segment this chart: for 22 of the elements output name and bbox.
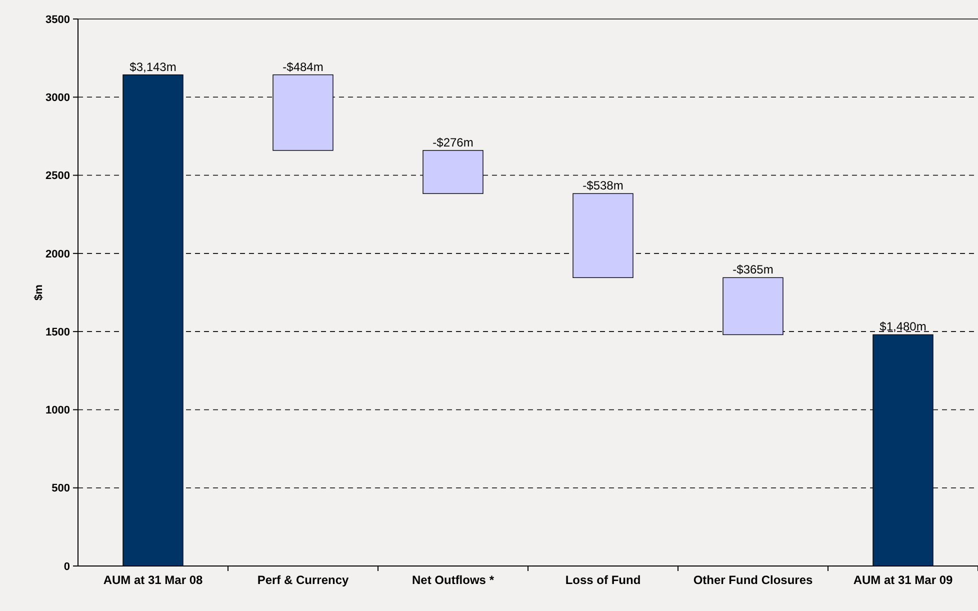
y-tick-label: 500	[52, 482, 70, 495]
y-tick-label: 1000	[46, 404, 70, 417]
data-label: -$276m	[432, 135, 474, 150]
x-tick-label: Perf & Currency	[257, 573, 350, 587]
y-tick-label: 2500	[46, 170, 70, 182]
y-axis-title: $m	[33, 284, 45, 300]
y-tick-label: 0	[64, 560, 70, 573]
y-tick-label: 3500	[46, 14, 70, 26]
data-label: -$484m	[282, 60, 324, 74]
data-label: $3,143m	[130, 60, 176, 74]
data-label: -$538m	[582, 178, 624, 193]
x-tick-label: AUM at 31 Mar 08	[103, 573, 204, 587]
x-tick-label: AUM at 31 Mar 09	[853, 573, 954, 587]
data-label: -$365m	[732, 262, 774, 277]
y-tick-label: 2000	[46, 248, 70, 260]
x-tick-label: Net Outflows *	[412, 573, 494, 587]
y-tick-label: 1500	[46, 326, 70, 338]
y-tick-label: 3000	[46, 92, 70, 104]
bar	[572, 193, 634, 278]
x-tick-label: Loss of Fund	[565, 573, 641, 587]
x-tick-label: Other Fund Closures	[693, 573, 813, 587]
data-label: $1,480m	[880, 320, 926, 334]
